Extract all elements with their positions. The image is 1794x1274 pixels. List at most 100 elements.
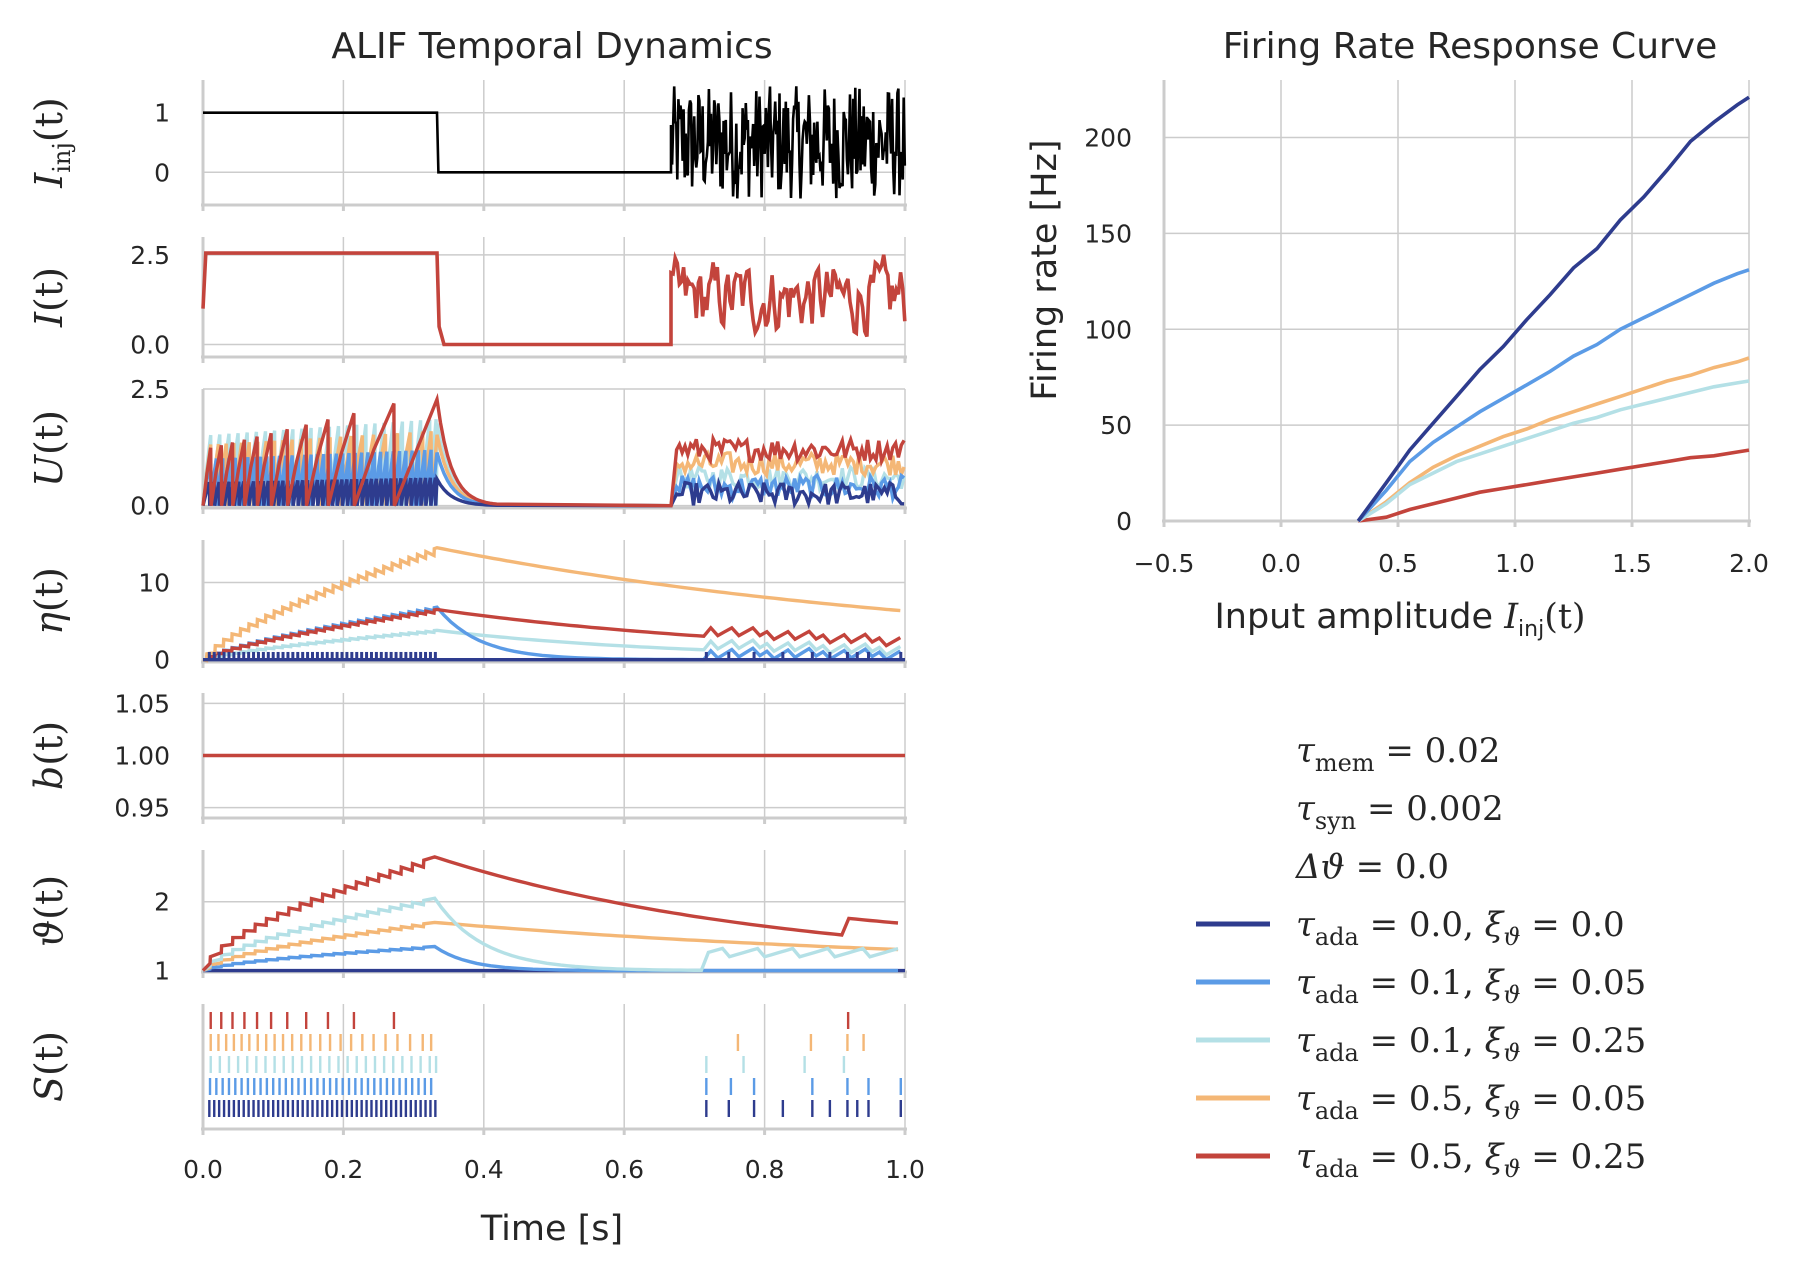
- legend-tau-sub: ada: [1315, 981, 1359, 1009]
- panel-2-ytick-label: 2.5: [130, 241, 170, 270]
- alif-dynamics-chart: ALIF Temporal Dynamics 10Iinj(t)2.50.0I(…: [27, 26, 925, 1249]
- legend-xi-symbol: ξ: [1485, 1021, 1506, 1061]
- legend-tau-sub: ada: [1315, 923, 1359, 951]
- legend-tau-symbol: τ: [1296, 1137, 1316, 1177]
- panel-4-ylabel-main: η: [27, 612, 71, 635]
- panel-1-ylabel-main: I: [27, 172, 71, 189]
- panel-1-ylabel-tail: (t): [27, 97, 71, 142]
- legend-xi-symbol: ξ: [1485, 1079, 1506, 1119]
- panel-4: 10 0 η(t): [27, 540, 907, 675]
- legend-sep: ,: [1463, 1079, 1485, 1119]
- left-x-tick-labels: 0.0 0.2 0.4 0.6 0.8 1.0: [183, 1155, 925, 1184]
- right-ytick-label: 0: [1116, 507, 1132, 536]
- right-series-lines: [1356, 95, 1750, 523]
- right-ytick-label: 150: [1084, 219, 1132, 248]
- panel-2-ylabel-tail: (t): [27, 267, 71, 312]
- right-ytick-label: 50: [1100, 411, 1132, 440]
- legend-entry-c1: τada = 0.1, ξϑ = 0.05: [1296, 963, 1646, 1009]
- right-x-axis-label: Input amplitude Iinj(t): [1214, 597, 1585, 642]
- panel-2-ylabel: I(t): [27, 267, 71, 328]
- panel-3-ytick-label: 0.0: [130, 492, 170, 521]
- legend-param-symbol: Δϑ: [1294, 847, 1345, 887]
- threshold-line-c3: [202, 920, 899, 973]
- legend-xi-value: 0.0: [1571, 905, 1625, 945]
- legend-entry-c0: τada = 0.0, ξϑ = 0.0: [1296, 905, 1625, 951]
- legend-tau-sub: ada: [1315, 1039, 1359, 1067]
- adaptation-line-c4: [202, 607, 902, 662]
- legend-xi-symbol: ξ: [1485, 905, 1506, 945]
- legend-tau-value: 0.0: [1409, 905, 1463, 945]
- panel-6-ytick-label: 2: [154, 888, 170, 917]
- legend-param-2: τsyn = 0.002: [1296, 789, 1504, 835]
- legend-tau-symbol: τ: [1296, 1021, 1316, 1061]
- legend-xi-value: 0.25: [1571, 1021, 1647, 1061]
- left-panels: 10Iinj(t)2.50.0I(t)2.50.0U(t)100η(t)1.05…: [27, 80, 907, 1135]
- legend-xi-symbol: ξ: [1485, 1137, 1506, 1177]
- left-xtick-label: 0.2: [324, 1155, 364, 1184]
- firing-rate-chart: Firing Rate Response Curve −0.5 0.0 0.5 1.0…: [1025, 26, 1769, 642]
- panel-5-ylabel-tail: (t): [27, 721, 71, 766]
- right-xtick-label: 1.0: [1495, 549, 1535, 578]
- legend-entry-c2: τada = 0.1, ξϑ = 0.25: [1296, 1021, 1646, 1067]
- legend-tau-symbol: τ: [1296, 963, 1316, 1003]
- left-chart-title: ALIF Temporal Dynamics: [331, 26, 772, 67]
- right-tick-labels: −0.5 0.0 0.5 1.0 1.5 2.0 0 50 100 150 200: [1084, 124, 1769, 578]
- legend-entry-c4: τada = 0.5, ξϑ = 0.25: [1296, 1137, 1646, 1183]
- legend-tau-sub: ada: [1315, 1155, 1359, 1183]
- legend-param-3: Δϑ = 0.0: [1294, 847, 1449, 887]
- panel-3-ytick-label: 2.5: [130, 375, 170, 404]
- panel-7-ylabel-main: S: [27, 1076, 71, 1102]
- legend-eq: =: [1359, 1079, 1409, 1119]
- right-x-axis-label-var: I: [1503, 597, 1519, 637]
- legend-sep: ,: [1463, 1137, 1485, 1177]
- legend-xi-value: 0.05: [1571, 963, 1647, 1003]
- panel-5-ylabel: b(t): [27, 721, 71, 790]
- legend-param-value: = 0.002: [1356, 789, 1503, 829]
- panel-6: 2 1 ϑ(t): [27, 850, 907, 986]
- left-xtick-label: 1.0: [885, 1155, 925, 1184]
- legend-xi-value: 0.25: [1571, 1137, 1647, 1177]
- panel-3-ylabel-tail: (t): [27, 410, 71, 455]
- rate-line-c1: [1356, 268, 1750, 523]
- legend-eq: =: [1521, 905, 1571, 945]
- legend-param-symbol: τ: [1296, 789, 1316, 829]
- threshold-line-c4: [201, 855, 899, 972]
- panel-5-ytick-label: 0.95: [114, 794, 170, 823]
- right-xtick-label: 0.5: [1378, 549, 1418, 578]
- left-xtick-label: 0.6: [604, 1155, 644, 1184]
- panel-1: 1 0 Iinj(t): [27, 80, 907, 211]
- legend-entry-c3: τada = 0.5, ξϑ = 0.05: [1296, 1079, 1646, 1125]
- legend-param-value: = 0.02: [1375, 731, 1501, 771]
- right-xtick-label: 1.5: [1612, 549, 1652, 578]
- right-x-axis-label-main: Input amplitude: [1214, 597, 1504, 637]
- left-xtick-label: 0.0: [183, 1155, 223, 1184]
- legend-xi-sub: ϑ: [1503, 981, 1520, 1009]
- legend-sep: ,: [1463, 1021, 1485, 1061]
- right-xtick-label: −0.5: [1134, 549, 1195, 578]
- legend-param-1: τmem = 0.02: [1296, 731, 1500, 777]
- legend-sep: ,: [1463, 963, 1485, 1003]
- panel-7: S(t): [27, 1004, 907, 1135]
- right-grid: [1162, 80, 1751, 527]
- panel-1-ylabel: Iinj(t): [27, 97, 76, 189]
- left-xtick-label: 0.8: [745, 1155, 785, 1184]
- membrane-line-c4: [201, 392, 906, 508]
- right-x-axis-label-sub: inj: [1518, 617, 1544, 642]
- legend-sep: ,: [1463, 905, 1485, 945]
- right-x-axis-label-tail: (t): [1544, 597, 1585, 637]
- right-ytick-label: 200: [1084, 124, 1132, 153]
- legend-eq: =: [1521, 1137, 1571, 1177]
- rate-line-c4: [1357, 448, 1750, 523]
- panel-6-ylabel-tail: (t): [27, 875, 71, 920]
- legend-eq: =: [1521, 1021, 1571, 1061]
- panel-1-ytick-label: 0: [154, 158, 170, 187]
- right-ytick-label: 100: [1084, 315, 1132, 344]
- rate-line-c2: [1357, 379, 1750, 523]
- input-current-line: [203, 86, 907, 199]
- rate-line-c3: [1357, 356, 1750, 523]
- legend-eq: =: [1521, 963, 1571, 1003]
- right-chart-title: Firing Rate Response Curve: [1223, 26, 1718, 67]
- panel-3-ylabel: U(t): [27, 410, 71, 487]
